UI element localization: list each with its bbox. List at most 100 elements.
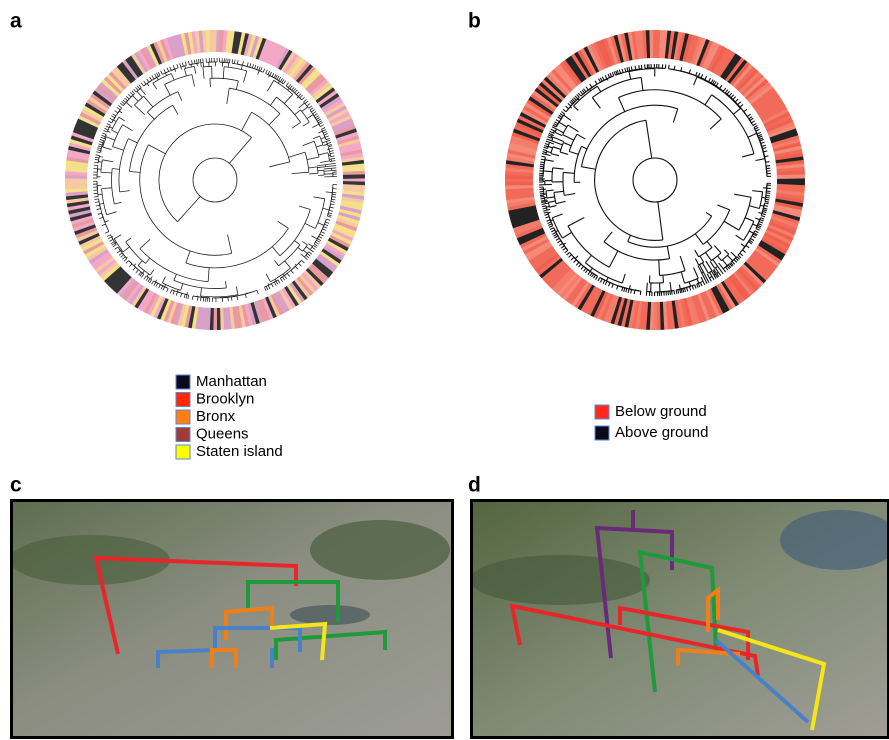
figure: a b c d ManhattanBrooklynBronxQueensStat… — [0, 0, 889, 740]
branch — [154, 282, 156, 285]
branch — [323, 131, 327, 133]
branch — [687, 287, 688, 291]
branch — [561, 246, 564, 248]
branch — [260, 67, 262, 71]
branch — [268, 285, 270, 289]
branch — [113, 245, 116, 247]
branch — [727, 255, 732, 260]
ring-tick — [648, 30, 649, 58]
branch — [590, 84, 592, 87]
branch — [292, 87, 295, 90]
ring-tick — [644, 30, 646, 58]
branch — [194, 60, 195, 64]
branch — [110, 239, 113, 241]
branch — [302, 97, 305, 100]
branch — [599, 79, 601, 82]
branch — [703, 210, 729, 244]
branch — [110, 127, 113, 128]
branch — [548, 142, 549, 146]
branch — [105, 128, 109, 130]
branch — [98, 194, 102, 195]
branch — [276, 97, 300, 122]
branch — [705, 95, 712, 105]
branch — [117, 107, 120, 109]
branch — [242, 112, 252, 130]
ring-tick — [343, 189, 365, 191]
branch — [147, 77, 157, 83]
ring-tick — [777, 176, 805, 177]
branch — [610, 73, 612, 77]
branch — [161, 286, 163, 290]
branch — [582, 146, 587, 149]
branch — [331, 199, 335, 200]
branch — [595, 120, 663, 240]
branch — [733, 97, 736, 100]
branch — [586, 87, 588, 90]
branch — [113, 114, 116, 116]
branch — [559, 243, 562, 245]
branch — [165, 84, 171, 95]
branch — [713, 81, 715, 84]
branch — [181, 284, 183, 291]
branch — [144, 96, 153, 107]
branch — [639, 65, 640, 69]
branch — [758, 134, 762, 136]
branch — [544, 147, 548, 148]
branch — [674, 66, 675, 70]
branch — [747, 114, 750, 116]
branch — [97, 209, 101, 210]
branch — [107, 124, 111, 126]
ring-tick — [661, 302, 662, 330]
branch — [542, 206, 546, 207]
branch — [616, 71, 617, 75]
branch — [602, 77, 604, 81]
branch — [126, 242, 146, 264]
branch — [182, 62, 183, 66]
branch — [619, 98, 625, 112]
branch — [258, 71, 260, 75]
branch — [625, 68, 626, 72]
branch — [327, 216, 331, 217]
branch — [723, 88, 725, 91]
branch — [700, 256, 704, 262]
branch — [577, 134, 585, 139]
branch — [570, 107, 571, 108]
branch — [753, 124, 756, 126]
branch — [328, 213, 332, 214]
branch — [167, 288, 169, 292]
branch — [314, 114, 317, 116]
branch — [280, 78, 282, 81]
branch — [556, 201, 565, 203]
branch — [299, 103, 305, 108]
branch — [309, 173, 318, 174]
branch — [100, 139, 104, 140]
branch — [701, 277, 703, 281]
branch — [161, 71, 163, 75]
branch — [234, 60, 235, 64]
branch — [278, 280, 280, 283]
branch — [159, 124, 252, 222]
branch — [553, 147, 561, 150]
branch — [577, 94, 580, 97]
branch — [750, 118, 753, 120]
branch — [95, 157, 99, 158]
branch — [298, 94, 301, 97]
branch — [114, 202, 121, 204]
ring-tick — [211, 30, 212, 52]
branch — [280, 210, 310, 256]
branch — [297, 97, 299, 99]
branch — [544, 212, 548, 213]
branch — [307, 104, 310, 107]
branch — [569, 255, 572, 258]
ring-tick — [343, 173, 365, 174]
legend-swatch — [176, 428, 190, 442]
branch — [326, 192, 333, 193]
branch — [759, 136, 763, 138]
branch — [667, 246, 669, 259]
branch — [112, 130, 118, 133]
branch — [721, 254, 728, 261]
branch — [147, 274, 149, 276]
branch — [270, 268, 290, 282]
branch — [764, 205, 768, 206]
branch — [760, 220, 764, 221]
